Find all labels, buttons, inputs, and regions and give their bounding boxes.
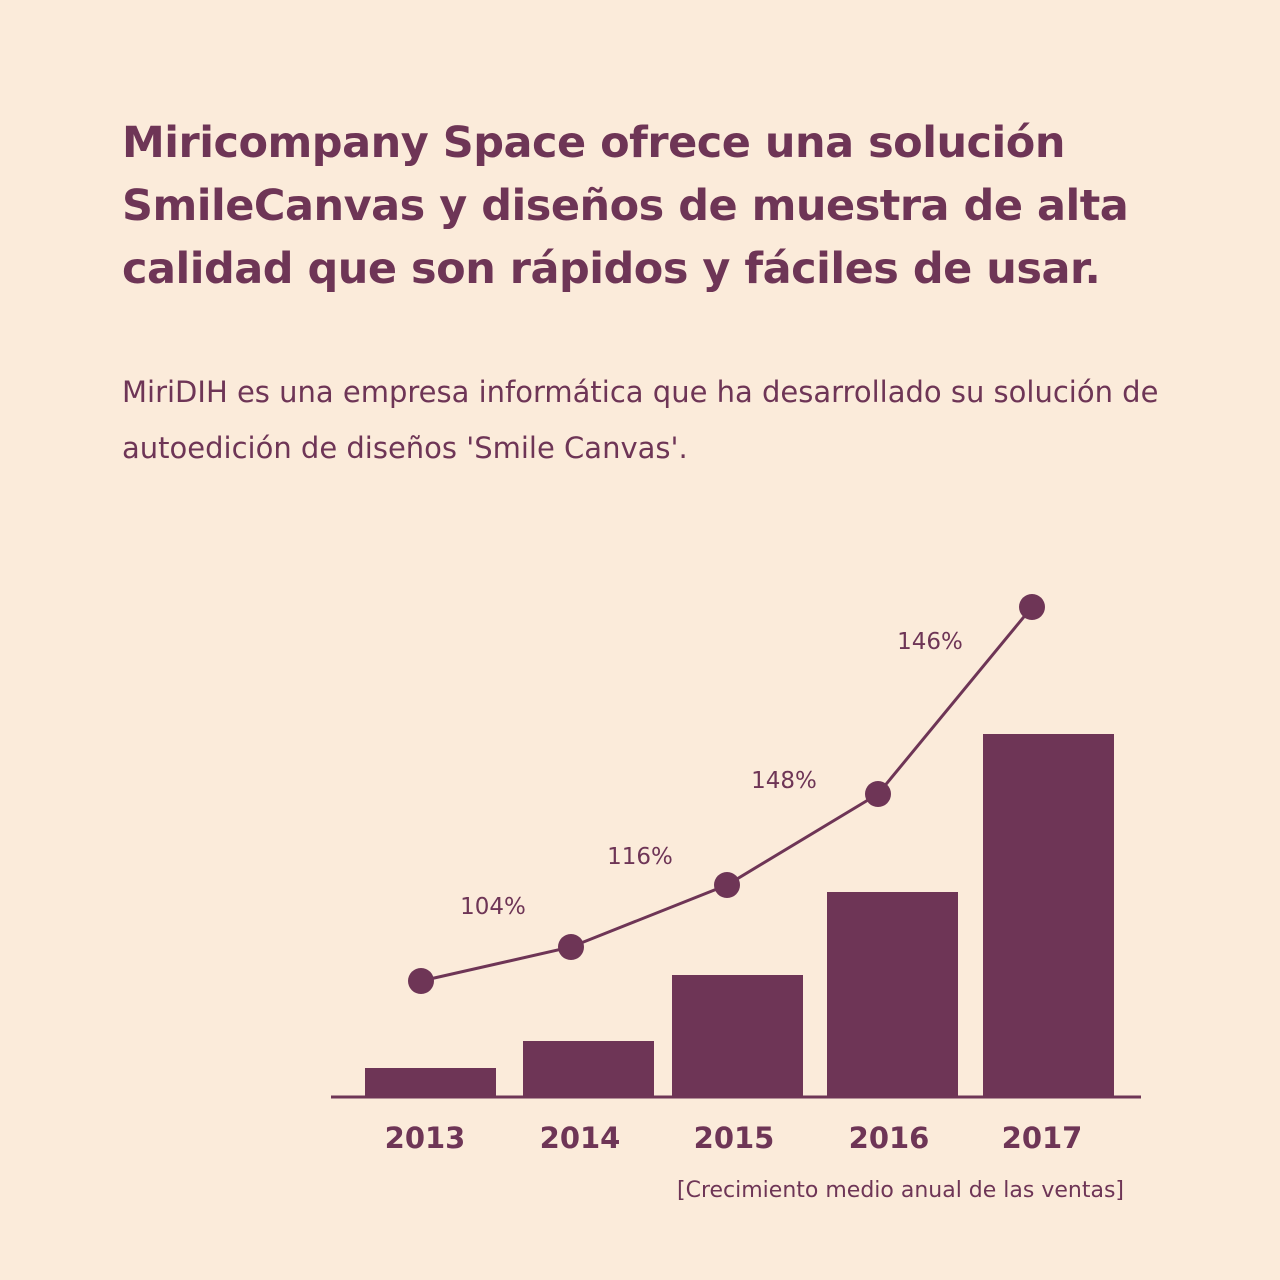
bar-2014 bbox=[523, 1041, 654, 1096]
x-tick-label: 2013 bbox=[385, 1121, 466, 1155]
page-subtitle: MiriDIH es una empresa informática que h… bbox=[122, 375, 1159, 465]
bar-2015 bbox=[672, 975, 803, 1096]
line-point-2017 bbox=[1019, 594, 1045, 620]
line-point-2013 bbox=[408, 968, 434, 994]
line-point-2015 bbox=[714, 872, 740, 898]
bar-2017 bbox=[983, 734, 1114, 1096]
growth-label: 148% bbox=[751, 768, 817, 794]
page-title: Miricompany Space ofrece una solución Sm… bbox=[122, 118, 1129, 294]
line-point-2014 bbox=[558, 934, 584, 960]
chart-caption: [Crecimiento medio anual de las ventas] bbox=[677, 1178, 1124, 1203]
growth-label: 104% bbox=[460, 894, 526, 920]
x-tick-label: 2016 bbox=[849, 1121, 930, 1155]
bar-2016 bbox=[827, 892, 958, 1096]
bar-2013 bbox=[365, 1068, 496, 1096]
line-point-2016 bbox=[865, 781, 891, 807]
growth-label: 146% bbox=[897, 629, 963, 655]
x-tick-label: 2015 bbox=[694, 1121, 775, 1155]
growth-label: 116% bbox=[607, 844, 673, 870]
x-tick-label: 2014 bbox=[540, 1121, 621, 1155]
x-tick-label: 2017 bbox=[1002, 1121, 1083, 1155]
